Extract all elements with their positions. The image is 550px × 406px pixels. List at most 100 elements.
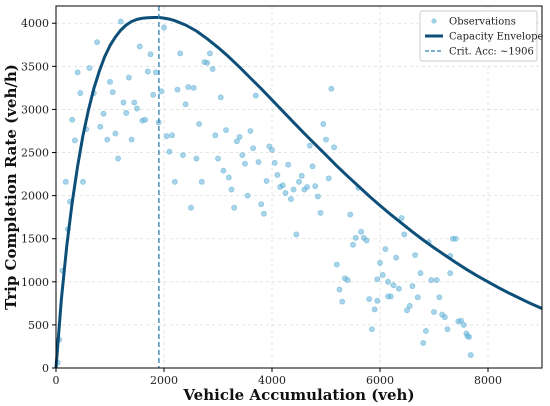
observation-point — [371, 306, 378, 313]
observation-point — [239, 152, 246, 159]
legend: Observations Capacity Envelope Crit. Acc: … — [419, 10, 544, 62]
observation-point — [358, 228, 364, 235]
y-tick-label: 3500 — [21, 60, 49, 73]
observation-point — [431, 309, 437, 315]
y-tick-label: 500 — [28, 319, 49, 332]
observation-point — [163, 133, 170, 140]
observation-point — [328, 85, 335, 92]
legend-item-observations: Observations — [431, 17, 516, 28]
observation-point — [298, 172, 305, 179]
observation-point — [444, 326, 451, 333]
observation-point — [260, 210, 267, 217]
observation-point — [220, 167, 227, 174]
observation-point — [414, 294, 421, 301]
observation-point — [112, 130, 119, 137]
observation-point — [115, 155, 121, 162]
observation-point — [185, 84, 192, 90]
observation-point — [236, 134, 243, 140]
observation-point — [323, 136, 329, 143]
observation-point — [404, 307, 410, 314]
observation-point — [252, 92, 259, 99]
legend-item-envelope: Capacity Envelope — [425, 32, 544, 43]
observation-point — [193, 155, 200, 162]
observation-point — [344, 277, 351, 283]
observations-series — [54, 18, 474, 366]
observation-point — [223, 127, 229, 134]
observation-point — [393, 254, 400, 261]
observation-point — [166, 148, 173, 155]
observation-point — [412, 252, 418, 258]
observation-point — [215, 155, 221, 162]
observation-point — [104, 136, 111, 143]
legend-label: Crit. Acc: ~1906 — [449, 47, 534, 58]
observation-point — [460, 322, 467, 328]
observation-point — [333, 261, 340, 268]
observation-point — [420, 340, 427, 346]
observation-point — [250, 145, 256, 152]
observation-point — [62, 178, 69, 185]
observation-point — [401, 231, 408, 238]
observation-point — [436, 294, 443, 301]
observation-point — [274, 172, 281, 178]
x-tick-label: 8000 — [474, 374, 502, 387]
y-tick-label: 2000 — [21, 190, 49, 203]
observation-point — [409, 283, 416, 290]
y-tick-label: 1000 — [21, 276, 49, 289]
observation-point — [287, 196, 294, 202]
observation-point — [77, 90, 84, 96]
observation-point — [428, 277, 435, 283]
observation-point — [225, 174, 232, 181]
observation-point — [433, 277, 440, 283]
observation-point — [109, 89, 116, 96]
observation-point — [182, 101, 189, 108]
observation-point — [417, 270, 424, 277]
observation-point — [350, 241, 356, 248]
observation-point — [231, 204, 238, 211]
observation-point — [282, 190, 289, 196]
observation-point — [142, 116, 148, 123]
observation-point — [158, 88, 165, 95]
observation-point — [352, 234, 359, 241]
observation-point — [374, 297, 381, 304]
x-tick-label: 4000 — [258, 374, 286, 387]
observation-point — [317, 209, 324, 216]
observation-point — [161, 24, 167, 31]
x-tick-label: 2000 — [150, 374, 178, 387]
observation-point — [374, 276, 381, 283]
observation-point — [447, 270, 454, 277]
observation-point — [467, 352, 474, 358]
observation-point — [452, 235, 459, 242]
observation-point — [209, 66, 216, 72]
observation-point — [179, 152, 186, 159]
observation-point — [120, 99, 127, 106]
legend-box — [419, 10, 538, 62]
y-axis-label: Trip Completion Rate (veh/h) — [2, 64, 20, 310]
observation-point — [69, 116, 76, 123]
observation-point — [198, 178, 205, 185]
observation-point — [125, 74, 132, 81]
observation-point — [458, 317, 464, 324]
y-tick-label: 2500 — [21, 147, 49, 160]
observation-point — [171, 178, 178, 185]
observation-point — [279, 182, 286, 189]
observation-point — [107, 78, 113, 85]
observation-point — [325, 175, 332, 182]
observation-point — [100, 110, 107, 117]
observation-point — [339, 298, 346, 305]
observation-point — [217, 94, 224, 101]
observation-point — [212, 132, 219, 139]
capacity-envelope-line — [54, 16, 543, 369]
observation-point — [233, 138, 240, 145]
observation-point — [196, 121, 202, 127]
plot-frame — [55, 5, 543, 369]
observation-point — [314, 193, 321, 200]
observation-point — [336, 286, 343, 293]
x-axis-label: Vehicle Accumulation (veh) — [182, 386, 414, 404]
observation-point — [204, 59, 211, 66]
observation-point — [269, 147, 275, 153]
observation-point — [312, 183, 319, 190]
observation-point — [398, 215, 405, 221]
observation-point — [206, 50, 213, 57]
x-tick-label: 6000 — [366, 374, 394, 387]
